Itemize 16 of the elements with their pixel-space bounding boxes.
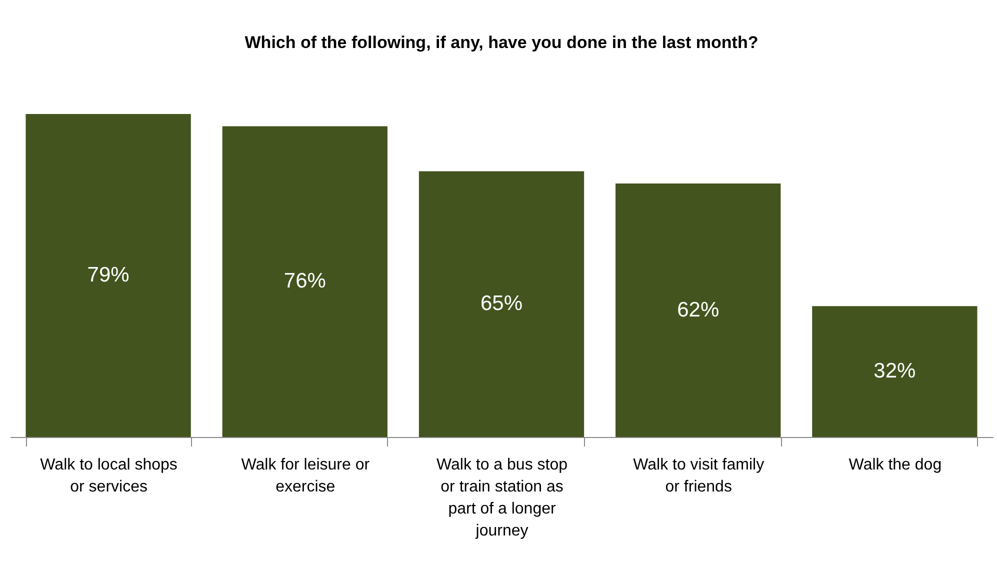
bar <box>26 114 191 437</box>
bar <box>222 126 388 437</box>
bar <box>616 184 781 437</box>
bar <box>812 306 978 437</box>
x-tick-label: Walk for leisure or exercise <box>241 456 370 496</box>
data-label: 79% <box>87 264 130 286</box>
data-label: 32% <box>874 360 916 383</box>
data-label: 65% <box>480 292 523 316</box>
x-tick-label: Walk to local shops or services <box>40 456 178 496</box>
chart-title: Which of the following, if any, have you done in the last month? <box>244 33 758 52</box>
bar <box>418 171 584 437</box>
x-tick-label: Walk to visit family or friends <box>633 456 764 496</box>
x-tick-label: Walk to a bus stop or train station as part of a longer journey <box>436 456 568 540</box>
data-label: 62% <box>677 298 720 322</box>
data-label: 76% <box>284 270 326 293</box>
x-tick-label: Walk the dog <box>848 456 942 474</box>
